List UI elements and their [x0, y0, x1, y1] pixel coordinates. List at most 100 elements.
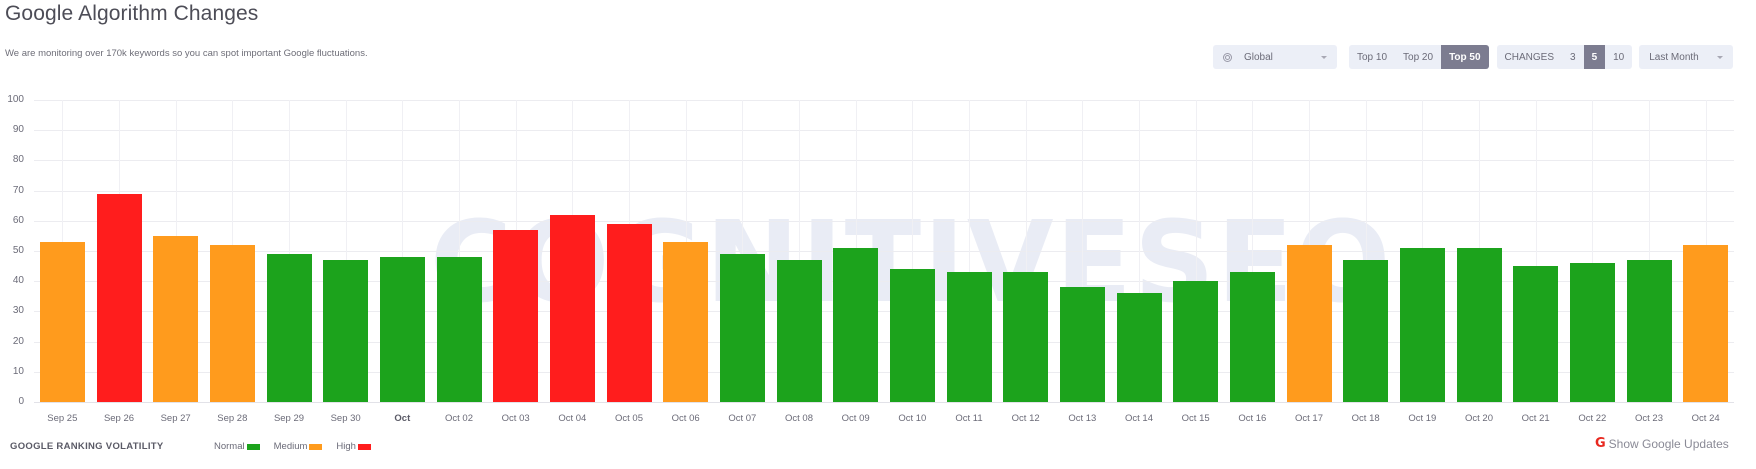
- bar-oct-21[interactable]: [1513, 266, 1559, 402]
- y-tick-label: 30: [12, 305, 24, 317]
- x-tick-label: Oct 08: [785, 413, 813, 424]
- google-updates-label: Show Google Updates: [1608, 436, 1729, 451]
- bar-sep-25[interactable]: [39, 241, 85, 402]
- legend-swatch: [246, 443, 260, 450]
- changes-3-button[interactable]: 3: [1570, 51, 1576, 63]
- bar-oct-10[interactable]: [889, 269, 935, 402]
- bar-oct-14[interactable]: [1116, 293, 1162, 402]
- gridline: [34, 251, 1734, 252]
- x-tick-label: Oct 06: [671, 413, 700, 424]
- show-google-updates-link[interactable]: G Show Google Updates: [1595, 436, 1729, 451]
- legend-label: Medium: [273, 441, 308, 452]
- x-tick-label: Oct 22: [1578, 413, 1607, 424]
- x-tick-label: Oct 18: [1351, 413, 1380, 424]
- vertical-gridline: [1082, 100, 1083, 402]
- vertical-gridline: [402, 100, 403, 402]
- bar-oct-05[interactable]: [606, 223, 652, 402]
- x-tick-label: Oct 12: [1011, 413, 1040, 424]
- bar-oct-20[interactable]: [1456, 247, 1502, 402]
- y-tick-label: 10: [12, 365, 24, 377]
- x-tick-label: Oct 02: [445, 413, 473, 424]
- x-tick-label: Sep 29: [273, 413, 305, 424]
- x-tick-label: Oct 09: [841, 413, 870, 424]
- top-20-button[interactable]: Top 20: [1403, 51, 1434, 63]
- bar-sep-27[interactable]: [153, 235, 199, 402]
- gridline: [34, 311, 1734, 313]
- bar-sep-26[interactable]: [96, 193, 142, 402]
- changes-10-button[interactable]: 10: [1613, 51, 1625, 63]
- x-tick-label: Oct 05: [615, 413, 643, 424]
- bar-oct-17[interactable]: [1286, 244, 1332, 402]
- bar-oct-09[interactable]: [833, 247, 879, 402]
- gridline: [34, 160, 1734, 162]
- top-10-button[interactable]: Top 10: [1357, 51, 1388, 63]
- globe-icon: [1223, 52, 1232, 62]
- vertical-gridline: [1592, 100, 1593, 402]
- period-value: Last Month: [1649, 51, 1699, 63]
- changes-5-button[interactable]: 5: [1583, 45, 1606, 69]
- bar-oct-11[interactable]: [946, 272, 992, 402]
- bar-oct-04[interactable]: [549, 214, 595, 402]
- y-tick-label: 80: [12, 154, 24, 166]
- bar-oct-23[interactable]: [1626, 260, 1672, 402]
- x-tick-label: Oct: [394, 413, 411, 424]
- y-tick-label: 90: [12, 124, 24, 136]
- legend-swatch: [309, 443, 323, 450]
- x-tick-label: Oct 23: [1635, 413, 1663, 424]
- x-axis-line: [34, 402, 1734, 403]
- vertical-gridline: [1196, 100, 1197, 402]
- vertical-gridline: [346, 100, 347, 402]
- bar-sep-28[interactable]: [209, 244, 255, 402]
- bar-oct-18[interactable]: [1343, 260, 1389, 402]
- bar-oct-16[interactable]: [1229, 272, 1275, 402]
- gridline: [34, 220, 1734, 222]
- bar-oct-24[interactable]: [1683, 244, 1729, 402]
- period-dropdown[interactable]: Last Month: [1639, 45, 1734, 69]
- changes-filter-group: CHANGES 3 5 10: [1496, 45, 1633, 69]
- bar-oct-22[interactable]: [1569, 263, 1615, 402]
- chevron-down-icon: [1321, 55, 1327, 59]
- x-tick-label: Oct 13: [1068, 413, 1097, 424]
- gridline: [34, 371, 1734, 373]
- bar-oct-12[interactable]: [1003, 272, 1049, 402]
- bar-sep-29[interactable]: [266, 254, 312, 402]
- bar-oct-03[interactable]: [493, 229, 539, 402]
- filter-controls: Global Top 10 Top 20 Top 50 CHANGES 3 5 …: [1213, 45, 1734, 69]
- vertical-gridline: [799, 100, 800, 402]
- x-tick-label: Oct 19: [1408, 413, 1437, 424]
- bar-oct-02[interactable]: [436, 257, 482, 402]
- vertical-gridline: [1649, 100, 1650, 402]
- bar-sep-30[interactable]: [323, 260, 369, 402]
- page-subtitle: We are monitoring over 170k keywords so …: [5, 48, 368, 59]
- chart-legend: Normal Medium High: [214, 441, 371, 452]
- x-tick-label: Oct 11: [955, 413, 983, 424]
- x-tick-label: Oct 14: [1125, 413, 1153, 424]
- legend-label: Normal: [214, 441, 245, 452]
- bar-oct-08[interactable]: [776, 260, 822, 402]
- y-tick-label: 0: [18, 396, 24, 407]
- x-tick-label: Sep 30: [330, 413, 361, 424]
- bar-oct-15[interactable]: [1173, 281, 1219, 402]
- vertical-gridline: [1252, 100, 1253, 402]
- top-50-button[interactable]: Top 50: [1441, 45, 1489, 69]
- y-tick-label: 100: [7, 94, 24, 105]
- x-tick-label: Oct 10: [898, 413, 927, 424]
- bar-oct-07[interactable]: [719, 254, 765, 402]
- bar-oct-19[interactable]: [1399, 247, 1445, 402]
- legend-label: High: [336, 441, 356, 452]
- y-tick-label: 20: [12, 335, 24, 347]
- bar-oct[interactable]: [379, 257, 425, 402]
- region-dropdown[interactable]: Global: [1213, 45, 1337, 69]
- page-title: Google Algorithm Changes: [5, 2, 259, 25]
- bar-oct-13[interactable]: [1059, 287, 1105, 402]
- x-tick-label: Oct 24: [1691, 413, 1720, 424]
- vertical-gridline: [289, 100, 290, 402]
- y-tick-label: 40: [12, 275, 24, 287]
- bar-oct-06[interactable]: [663, 241, 709, 402]
- legend-item-normal: Normal: [214, 441, 260, 452]
- x-tick-label: Oct 04: [558, 413, 587, 424]
- vertical-gridline: [459, 100, 460, 402]
- vertical-gridline: [1026, 100, 1027, 402]
- gridline: [34, 130, 1734, 132]
